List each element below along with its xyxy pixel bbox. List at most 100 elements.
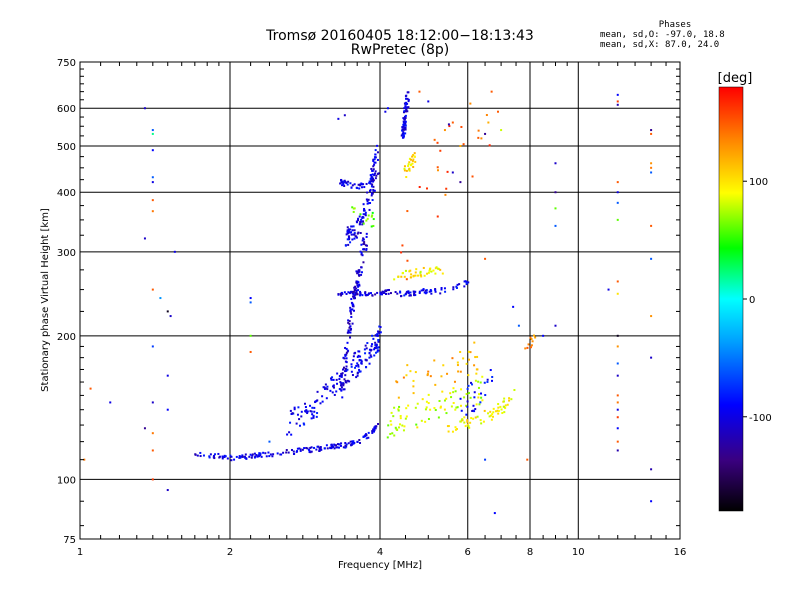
data-point — [345, 443, 348, 446]
data-point — [374, 425, 377, 428]
data-point — [371, 343, 374, 346]
data-point — [455, 406, 458, 409]
data-point — [364, 433, 367, 436]
data-point — [405, 176, 408, 179]
data-point — [406, 106, 409, 109]
data-point — [221, 455, 224, 458]
data-point — [350, 298, 353, 301]
data-point — [402, 111, 405, 114]
data-point — [415, 423, 418, 426]
data-point — [419, 274, 422, 277]
data-point — [554, 191, 557, 194]
data-point — [408, 157, 411, 160]
data-point — [289, 409, 292, 412]
data-point — [339, 381, 342, 384]
data-point — [194, 453, 197, 456]
data-point — [370, 167, 373, 170]
data-point — [371, 211, 374, 214]
data-point — [352, 293, 355, 296]
data-point — [323, 386, 326, 389]
data-point — [285, 451, 288, 454]
data-point — [372, 337, 375, 340]
data-point — [468, 426, 471, 429]
data-point — [427, 402, 430, 405]
data-point — [374, 153, 377, 156]
data-point — [402, 376, 405, 379]
data-point — [338, 446, 341, 449]
data-point — [293, 408, 296, 411]
data-point — [373, 354, 376, 357]
data-point — [358, 270, 361, 273]
data-point — [399, 417, 402, 420]
data-point — [83, 458, 86, 461]
data-point — [377, 346, 380, 349]
data-point — [467, 392, 470, 395]
data-point — [358, 358, 361, 361]
data-point — [391, 432, 394, 435]
data-point — [316, 399, 319, 402]
data-point — [409, 291, 412, 294]
data-point — [456, 406, 459, 409]
data-point — [650, 468, 653, 471]
data-point — [312, 416, 315, 419]
data-point — [335, 444, 338, 447]
data-point — [348, 326, 351, 329]
y-tick-label: 500 — [57, 142, 76, 153]
data-point — [230, 459, 233, 462]
data-point — [393, 278, 396, 281]
data-point — [315, 415, 318, 418]
data-point — [405, 374, 408, 377]
data-point — [353, 352, 356, 355]
data-point — [341, 368, 344, 371]
data-point — [374, 351, 377, 354]
data-point — [426, 272, 429, 275]
data-point — [340, 375, 343, 378]
data-point — [367, 214, 370, 217]
data-point — [249, 453, 252, 456]
data-point — [369, 349, 372, 352]
data-point — [341, 372, 344, 375]
data-point — [355, 291, 358, 294]
data-point — [361, 254, 364, 257]
data-point — [503, 411, 506, 414]
data-point — [474, 379, 477, 382]
data-point — [290, 433, 293, 436]
data-point — [616, 334, 619, 337]
data-point — [372, 159, 375, 162]
data-point — [356, 232, 359, 235]
data-point — [368, 351, 371, 354]
data-point — [372, 158, 375, 161]
data-point — [373, 429, 376, 432]
data-point — [303, 423, 306, 426]
data-point — [351, 440, 354, 443]
data-point — [349, 228, 352, 231]
data-point — [374, 177, 377, 180]
data-point — [299, 449, 302, 452]
data-point — [365, 182, 368, 185]
data-point — [352, 440, 355, 443]
data-point — [374, 427, 377, 430]
data-point — [554, 162, 557, 165]
data-point — [250, 456, 253, 459]
data-point — [469, 102, 472, 105]
data-point — [496, 110, 499, 113]
data-point — [374, 347, 377, 350]
data-point — [348, 237, 351, 240]
data-point — [377, 340, 380, 343]
data-point — [258, 452, 261, 455]
data-point — [437, 416, 440, 419]
data-point — [358, 223, 361, 226]
data-point — [352, 295, 355, 298]
data-point — [512, 305, 515, 308]
data-point — [467, 384, 470, 387]
data-point — [616, 408, 619, 411]
data-point — [370, 185, 373, 188]
data-point — [373, 163, 376, 166]
data-point — [443, 129, 446, 132]
data-point — [430, 270, 433, 273]
data-point — [374, 156, 377, 159]
data-point — [339, 444, 342, 447]
data-point — [439, 149, 442, 152]
data-point — [344, 446, 347, 449]
data-point — [497, 409, 500, 412]
